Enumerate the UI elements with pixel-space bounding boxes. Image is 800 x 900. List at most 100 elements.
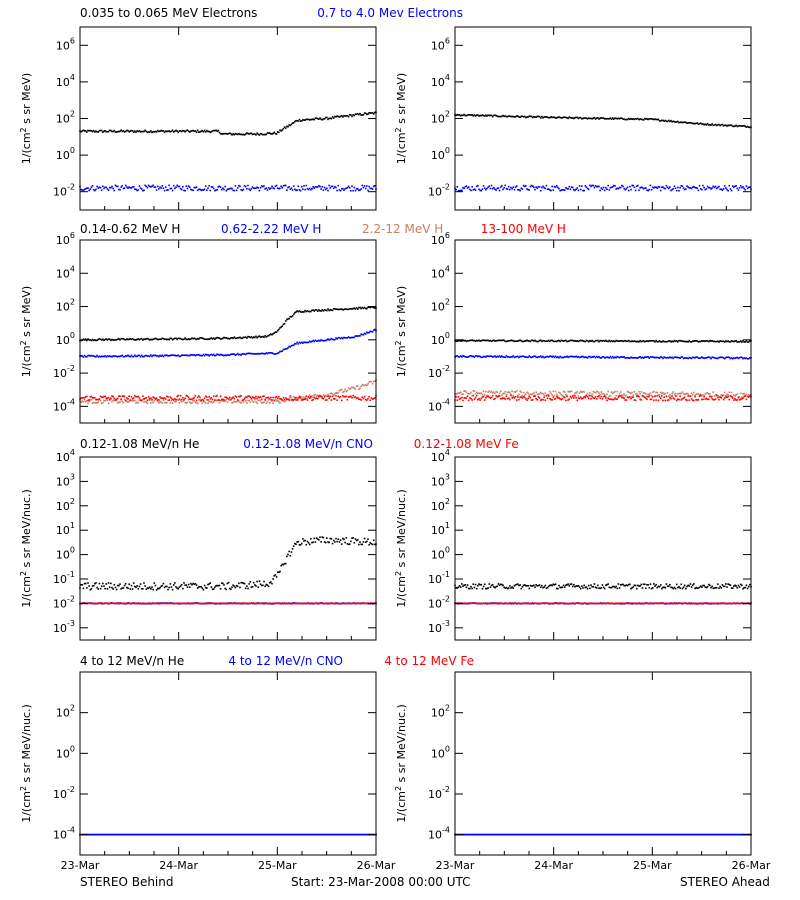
data-point bbox=[640, 390, 643, 393]
y-tick-label: 100 bbox=[56, 146, 75, 162]
data-point bbox=[182, 396, 184, 399]
data-point bbox=[136, 602, 138, 605]
data-point bbox=[161, 185, 164, 187]
data-point bbox=[370, 380, 373, 383]
data-point bbox=[198, 586, 200, 588]
data-point bbox=[664, 392, 667, 395]
data-point bbox=[174, 130, 176, 133]
data-point bbox=[129, 355, 132, 358]
data-point bbox=[209, 337, 212, 340]
data-point bbox=[150, 402, 152, 404]
data-point bbox=[320, 118, 322, 121]
data-point bbox=[680, 340, 683, 342]
data-point bbox=[730, 357, 733, 359]
data-point bbox=[618, 587, 621, 589]
data-point bbox=[103, 187, 105, 190]
data-point bbox=[574, 340, 576, 342]
data-point bbox=[264, 187, 266, 190]
data-point bbox=[704, 602, 707, 604]
data-point bbox=[670, 119, 672, 122]
data-point bbox=[358, 335, 360, 337]
data-point bbox=[256, 580, 258, 583]
data-point bbox=[666, 602, 669, 605]
data-point bbox=[567, 399, 569, 401]
data-point bbox=[80, 583, 82, 586]
y-tick-label: 100 bbox=[431, 146, 450, 162]
data-point bbox=[99, 186, 102, 189]
data-point bbox=[201, 602, 204, 605]
data-point bbox=[273, 187, 276, 190]
data-point bbox=[455, 355, 457, 357]
data-point bbox=[519, 355, 521, 358]
data-point bbox=[188, 354, 191, 357]
data-point bbox=[139, 131, 142, 133]
data-point bbox=[164, 398, 167, 400]
data-point bbox=[722, 340, 725, 343]
data-point bbox=[300, 341, 303, 344]
data-point bbox=[282, 602, 285, 605]
data-point bbox=[158, 130, 160, 133]
data-point bbox=[581, 391, 583, 394]
data-point bbox=[675, 583, 678, 586]
data-point bbox=[530, 393, 533, 396]
data-point bbox=[465, 185, 468, 187]
data-point bbox=[528, 340, 531, 342]
data-point bbox=[601, 398, 604, 400]
data-point bbox=[745, 185, 748, 187]
data-point bbox=[525, 393, 527, 395]
data-point bbox=[158, 402, 160, 404]
data-point bbox=[316, 310, 319, 312]
data-point bbox=[98, 582, 101, 585]
data-point bbox=[696, 340, 699, 342]
data-point bbox=[719, 585, 721, 588]
data-point bbox=[130, 129, 133, 132]
data-point bbox=[553, 602, 556, 605]
data-point bbox=[244, 353, 247, 356]
data-point bbox=[299, 397, 302, 399]
data-point bbox=[256, 397, 258, 400]
series-points bbox=[454, 394, 752, 402]
data-point bbox=[275, 602, 278, 605]
data-point bbox=[323, 308, 326, 311]
data-point bbox=[634, 399, 637, 402]
data-point bbox=[530, 399, 533, 401]
data-point bbox=[718, 602, 720, 605]
data-point bbox=[228, 587, 231, 590]
data-point bbox=[312, 602, 314, 604]
legend-entry: 0.12-1.08 MeV/n CNO bbox=[243, 437, 373, 451]
data-point bbox=[222, 582, 224, 585]
data-point bbox=[658, 602, 661, 604]
data-point bbox=[352, 537, 354, 539]
data-point bbox=[175, 398, 177, 401]
data-point bbox=[350, 336, 352, 339]
data-point bbox=[238, 582, 240, 585]
data-point bbox=[146, 337, 149, 340]
data-point bbox=[231, 337, 233, 339]
data-point bbox=[738, 396, 741, 398]
data-point bbox=[675, 602, 678, 605]
data-point bbox=[110, 355, 112, 358]
data-point bbox=[531, 116, 534, 119]
data-point bbox=[461, 114, 463, 117]
data-point bbox=[531, 339, 534, 342]
data-point bbox=[144, 397, 146, 399]
data-point bbox=[282, 184, 285, 187]
data-point bbox=[523, 356, 526, 358]
data-point bbox=[626, 396, 629, 398]
data-point bbox=[330, 602, 333, 605]
data-point bbox=[137, 402, 140, 404]
data-point bbox=[560, 398, 563, 401]
data-point bbox=[212, 129, 215, 132]
data-point bbox=[533, 584, 535, 587]
data-point bbox=[458, 339, 461, 342]
data-point bbox=[128, 602, 130, 605]
data-point bbox=[337, 392, 340, 394]
data-point bbox=[632, 340, 635, 343]
data-point bbox=[143, 355, 145, 358]
data-point bbox=[632, 602, 635, 605]
data-point bbox=[573, 602, 575, 605]
data-point bbox=[107, 338, 110, 340]
data-point bbox=[687, 395, 689, 397]
data-point bbox=[305, 602, 308, 605]
data-point bbox=[511, 339, 513, 342]
